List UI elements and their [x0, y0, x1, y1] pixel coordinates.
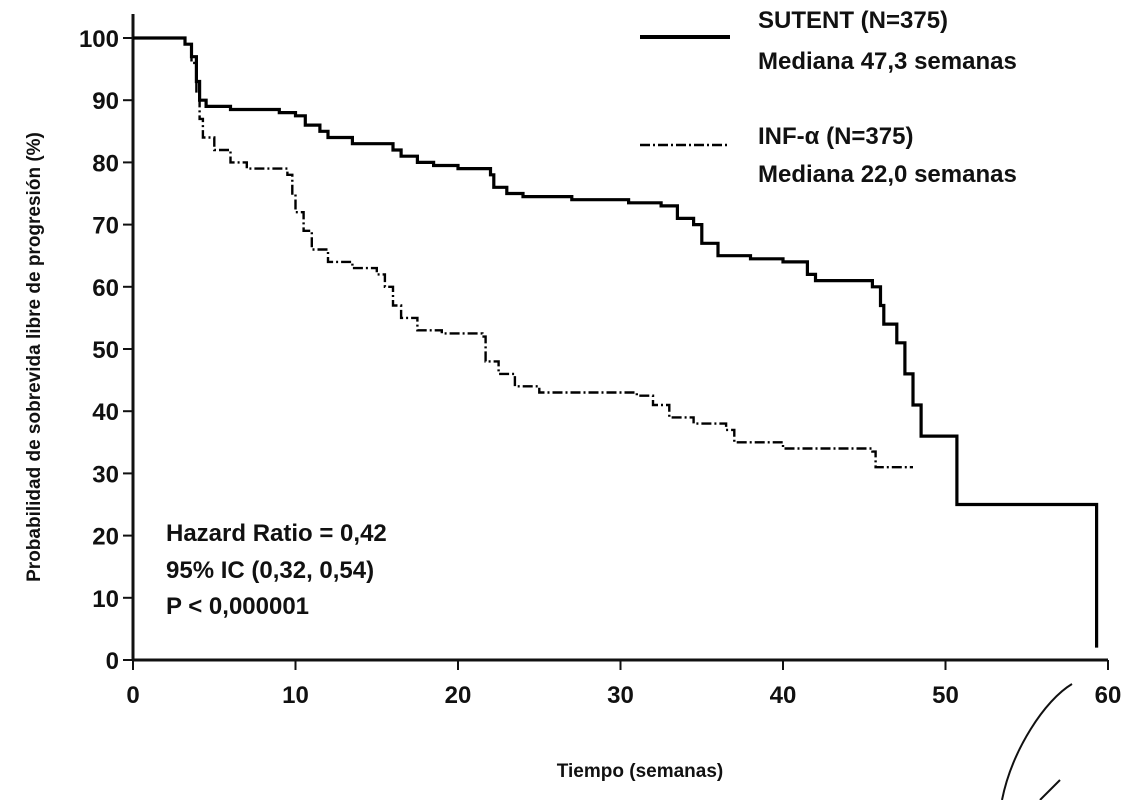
x-axis-ticks: 0 10 20 30 40 50 60	[126, 660, 1121, 709]
x-tick-label: 60	[1095, 682, 1122, 709]
legend-median-sutent: Mediana 47,3 semanas	[758, 48, 1017, 75]
y-tick-label: 70	[92, 213, 119, 240]
x-tick-label: 40	[770, 682, 797, 709]
confidence-interval-text: 95% IC (0,32, 0,54)	[166, 557, 374, 584]
x-tick-label: 0	[126, 682, 139, 709]
y-tick-label: 100	[79, 26, 119, 53]
x-tick-label: 50	[932, 682, 959, 709]
y-axis-ticks: 0 10 20 30 40 50 60 70 80 90 100	[79, 26, 133, 675]
x-tick-label: 20	[445, 682, 472, 709]
y-tick-label: 30	[92, 461, 119, 488]
y-tick-label: 40	[92, 399, 119, 426]
y-tick-label: 80	[92, 150, 119, 177]
y-tick-label: 90	[92, 88, 119, 115]
p-value-text: P < 0,000001	[166, 593, 309, 620]
legend-median-inf: Mediana 22,0 semanas	[758, 161, 1017, 188]
hazard-ratio-text: Hazard Ratio = 0,42	[166, 520, 387, 547]
y-tick-label: 0	[106, 648, 119, 675]
x-tick-label: 30	[607, 682, 634, 709]
sutent-curve	[133, 36, 1099, 648]
legend: SUTENT (N=375) Mediana 47,3 semanas INF-…	[640, 7, 1017, 188]
signature-mark	[1001, 683, 1073, 800]
legend-label-sutent: SUTENT (N=375)	[758, 7, 948, 34]
legend-label-inf: INF-α (N=375)	[758, 123, 913, 150]
y-tick-label: 10	[92, 586, 119, 613]
y-tick-label: 20	[92, 524, 119, 551]
y-tick-label: 60	[92, 275, 119, 302]
y-axis-title: Probabilidad de sobrevida libre de progr…	[24, 132, 45, 582]
y-tick-label: 50	[92, 337, 119, 364]
x-axis-title: Tiempo (semanas)	[557, 761, 723, 782]
inf-alpha-curve	[133, 36, 913, 469]
x-tick-label: 10	[282, 682, 309, 709]
